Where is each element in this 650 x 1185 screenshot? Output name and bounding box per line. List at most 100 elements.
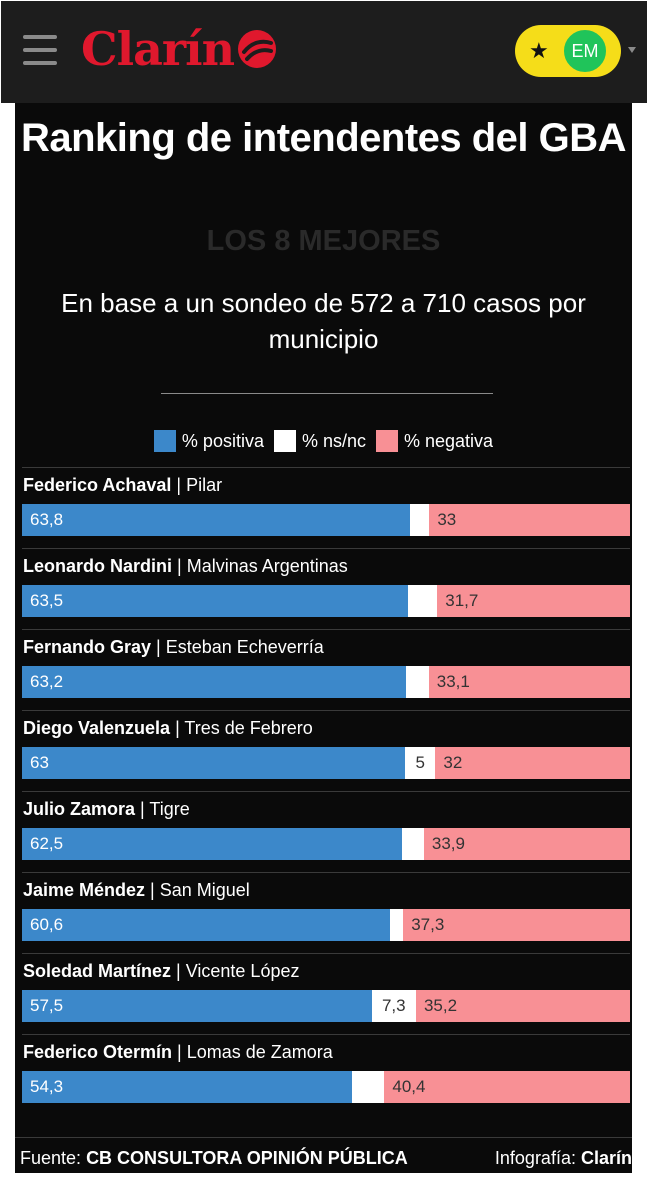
municipality-name: Malvinas Argentinas bbox=[186, 556, 348, 576]
legend-item-nsnc: % ns/nc bbox=[273, 430, 366, 452]
municipality-name: San Miguel bbox=[159, 880, 250, 900]
bar-segment-nsnc bbox=[408, 585, 438, 617]
bar-segment-nsnc: 7,3 bbox=[371, 990, 416, 1022]
bar-segment-negative: 33 bbox=[429, 504, 630, 536]
chart-row: Federico Achaval | Pilar 63,8 33 bbox=[22, 467, 630, 548]
label-separator: | bbox=[172, 1042, 187, 1062]
bar-segment-negative: 40,4 bbox=[384, 1071, 630, 1103]
bar-segment-negative: 31,7 bbox=[437, 585, 630, 617]
municipality-name: Tres de Febrero bbox=[184, 718, 313, 738]
logo-mark-icon bbox=[238, 30, 277, 68]
chart-row: Julio Zamora | Tigre 62,5 33,9 bbox=[22, 791, 630, 872]
divider bbox=[161, 393, 493, 394]
legend-item-negative: % negativa bbox=[376, 430, 493, 452]
row-label: Julio Zamora | Tigre bbox=[23, 798, 190, 820]
source-label: Fuente: bbox=[20, 1148, 82, 1168]
mayor-name: Federico Otermín bbox=[23, 1042, 173, 1062]
mayor-name: Diego Valenzuela bbox=[23, 718, 171, 738]
legend-label-positive: % positiva bbox=[181, 430, 264, 451]
bar-segment-positive: 63,8 bbox=[22, 504, 410, 536]
bar-segment-positive: 62,5 bbox=[22, 828, 402, 860]
mayor-name: Fernando Gray bbox=[23, 637, 152, 657]
municipality-name: Vicente López bbox=[185, 961, 300, 981]
bar-segment-positive: 63,2 bbox=[22, 666, 407, 698]
stacked-bar: 63,5 31,7 bbox=[22, 585, 630, 617]
chart-rows: Federico Achaval | Pilar 63,8 33 Leonardo N… bbox=[22, 467, 630, 1115]
chart-row: Leonardo Nardini | Malvinas Argentinas 63… bbox=[22, 548, 630, 629]
bar-segment-positive: 63,5 bbox=[22, 585, 409, 617]
site-header: Clarín ★ EM bbox=[1, 1, 647, 103]
municipality-name: Lomas de Zamora bbox=[186, 1042, 333, 1062]
chart-row: Federico Otermín | Lomas de Zamora 54,3 40… bbox=[22, 1034, 630, 1115]
stacked-bar: 63,8 33 bbox=[22, 504, 630, 536]
stacked-bar: 60,6 37,3 bbox=[22, 909, 630, 941]
legend-label-nsnc: % ns/nc bbox=[301, 430, 366, 451]
bar-segment-negative: 32 bbox=[435, 747, 630, 779]
bar-segment-nsnc bbox=[406, 666, 429, 698]
credit-label: Infografía: bbox=[494, 1148, 576, 1168]
municipality-name: Tigre bbox=[149, 799, 190, 819]
legend-label-negative: % negativa bbox=[404, 430, 494, 451]
legend-swatch-positive bbox=[153, 430, 176, 452]
chart-row: Fernando Gray | Esteban Echeverría 63,2 33… bbox=[22, 629, 630, 710]
mayor-name: Julio Zamora bbox=[23, 799, 136, 819]
bar-segment-negative: 33,9 bbox=[423, 828, 630, 860]
bar-segment-negative: 35,2 bbox=[415, 990, 630, 1022]
bar-segment-positive: 54,3 bbox=[22, 1071, 353, 1103]
row-label: Federico Otermín | Lomas de Zamora bbox=[23, 1041, 333, 1063]
label-separator: | bbox=[135, 799, 150, 819]
logo-text: Clarín bbox=[81, 22, 235, 76]
infographic: Ranking de intendentes del GBA LOS 8 MEJ… bbox=[15, 103, 632, 1173]
legend-swatch-negative bbox=[376, 430, 398, 452]
row-label: Diego Valenzuela | Tres de Febrero bbox=[23, 717, 313, 739]
chart-row: Diego Valenzuela | Tres de Febrero 63 5 32 bbox=[22, 710, 630, 791]
row-label: Jaime Méndez | San Miguel bbox=[23, 879, 250, 901]
infographic-subtitle: LOS 8 MEJORES bbox=[206, 225, 441, 257]
star-icon[interactable]: ★ bbox=[529, 38, 549, 63]
chevron-down-icon[interactable] bbox=[628, 47, 636, 53]
municipality-name: Esteban Echeverría bbox=[165, 637, 324, 657]
row-label: Leonardo Nardini | Malvinas Argentinas bbox=[23, 555, 348, 577]
bar-segment-positive: 57,5 bbox=[22, 990, 372, 1022]
stacked-bar: 57,5 7,3 35,2 bbox=[22, 990, 630, 1022]
mayor-name: Leonardo Nardini bbox=[23, 556, 173, 576]
bar-segment-negative: 33,1 bbox=[428, 666, 630, 698]
label-separator: | bbox=[170, 718, 185, 738]
label-separator: | bbox=[151, 637, 166, 657]
label-separator: | bbox=[171, 961, 186, 981]
infographic-title: Ranking de intendentes del GBA bbox=[20, 116, 627, 160]
mayor-name: Federico Achaval bbox=[23, 475, 172, 495]
chart-legend: % positiva % ns/nc % negativa bbox=[15, 427, 632, 455]
bar-segment-positive: 63 bbox=[22, 747, 406, 779]
stacked-bar: 54,3 40,4 bbox=[22, 1071, 630, 1103]
user-menu-pill[interactable]: ★ EM bbox=[515, 25, 621, 77]
mayor-name: Jaime Méndez bbox=[23, 880, 146, 900]
legend-item-positive: % positiva bbox=[153, 430, 264, 452]
chart-row: Soledad Martínez | Vicente López 57,5 7,3 3… bbox=[22, 953, 630, 1034]
footer-source: Fuente: CB CONSULTORA OPINIÓN PÚBLICA bbox=[20, 1148, 408, 1169]
menu-icon[interactable] bbox=[23, 35, 57, 65]
row-label: Soledad Martínez | Vicente López bbox=[23, 960, 299, 982]
stacked-bar: 63,2 33,1 bbox=[22, 666, 630, 698]
label-separator: | bbox=[145, 880, 160, 900]
bar-segment-nsnc bbox=[352, 1071, 385, 1103]
bar-segment-positive: 60,6 bbox=[22, 909, 391, 941]
stacked-bar: 62,5 33,9 bbox=[22, 828, 630, 860]
bar-segment-nsnc bbox=[390, 909, 404, 941]
municipality-name: Pilar bbox=[186, 475, 223, 495]
legend-swatch-nsnc bbox=[273, 430, 296, 452]
mayor-name: Soledad Martínez bbox=[23, 961, 172, 981]
infographic-footer: Fuente: CB CONSULTORA OPINIÓN PÚBLICA In… bbox=[15, 1137, 632, 1172]
footer-credit: Infografía: Clarín bbox=[495, 1148, 632, 1169]
bar-segment-negative: 37,3 bbox=[403, 909, 630, 941]
stacked-bar: 63 5 32 bbox=[22, 747, 630, 779]
label-separator: | bbox=[172, 556, 187, 576]
clarin-logo[interactable]: Clarín bbox=[81, 19, 278, 79]
bar-segment-nsnc bbox=[409, 504, 430, 536]
source-value: CB CONSULTORA OPINIÓN PÚBLICA bbox=[86, 1148, 408, 1168]
avatar[interactable]: EM bbox=[561, 27, 609, 75]
bar-segment-nsnc bbox=[402, 828, 424, 860]
row-label: Federico Achaval | Pilar bbox=[23, 474, 222, 496]
row-label: Fernando Gray | Esteban Echeverría bbox=[23, 636, 324, 658]
